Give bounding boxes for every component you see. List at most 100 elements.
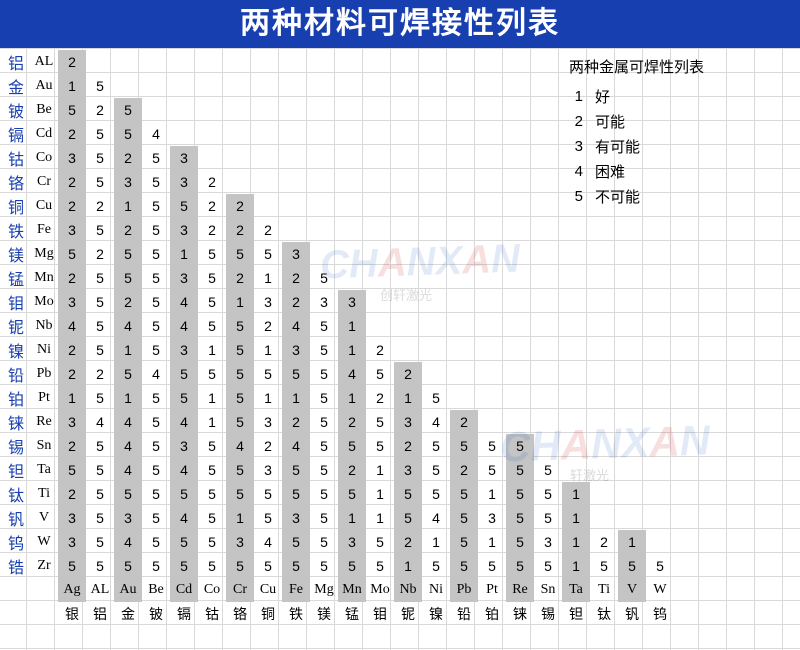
matrix-cell: 5 (58, 554, 86, 578)
matrix-cell: 5 (282, 554, 310, 578)
matrix-cell: 1 (618, 530, 646, 554)
col-footer-cn: 铂 (478, 602, 506, 626)
matrix-cell: 5 (86, 290, 114, 314)
row-label-symbol: V (30, 506, 58, 530)
matrix-cell: 5 (198, 458, 226, 482)
matrix-cell: 1 (58, 386, 86, 410)
matrix-cell: 4 (114, 530, 142, 554)
matrix-cell: 5 (422, 434, 450, 458)
matrix-cell: 5 (86, 458, 114, 482)
col-footer-symbol: Sn (534, 578, 562, 602)
col-footer-symbol: Pb (450, 578, 478, 602)
watermark-sub-2: 轩激光 (570, 465, 609, 484)
col-footer-cn: 铍 (142, 602, 170, 626)
row-label-cn: 钼 (2, 290, 30, 314)
matrix-cell: 1 (394, 554, 422, 578)
header-title: 两种材料可焊接性列表 (0, 0, 800, 48)
matrix-cell: 5 (86, 506, 114, 530)
row-label-symbol: Cu (30, 194, 58, 218)
matrix-cell: 2 (226, 266, 254, 290)
matrix-cell: 5 (142, 338, 170, 362)
matrix-cell: 5 (198, 290, 226, 314)
matrix-cell: 5 (170, 194, 198, 218)
matrix-cell: 4 (170, 506, 198, 530)
row-label-cn: 铁 (2, 218, 30, 242)
matrix-cell: 5 (114, 554, 142, 578)
watermark-sub-1: 创轩激光 (380, 285, 432, 304)
col-footer-symbol: Fe (282, 578, 310, 602)
matrix-cell: 5 (310, 266, 338, 290)
matrix-cell: 2 (226, 194, 254, 218)
row-label-cn: 铂 (2, 386, 30, 410)
matrix-cell: 4 (170, 458, 198, 482)
col-footer-symbol: AL (86, 578, 114, 602)
col-footer-cn: 铝 (86, 602, 114, 626)
matrix-cell: 3 (170, 170, 198, 194)
matrix-cell: 1 (422, 530, 450, 554)
matrix-cell: 3 (394, 410, 422, 434)
matrix-cell: 5 (394, 482, 422, 506)
matrix-cell: 2 (114, 290, 142, 314)
matrix-cell: 5 (226, 458, 254, 482)
matrix-cell: 1 (478, 530, 506, 554)
legend-num: 3 (571, 135, 593, 158)
row-label-symbol: Ti (30, 482, 58, 506)
col-footer-cn: 金 (114, 602, 142, 626)
matrix-cell: 3 (58, 530, 86, 554)
matrix-cell: 5 (534, 554, 562, 578)
row-label-cn: 钛 (2, 482, 30, 506)
matrix-cell: 5 (142, 146, 170, 170)
matrix-cell: 5 (86, 482, 114, 506)
matrix-cell: 5 (226, 242, 254, 266)
matrix-cell: 5 (366, 434, 394, 458)
col-footer-symbol: Co (198, 578, 226, 602)
matrix-cell: 2 (366, 338, 394, 362)
matrix-cell: 4 (282, 314, 310, 338)
matrix-cell: 5 (226, 362, 254, 386)
matrix-cell: 5 (86, 122, 114, 146)
matrix-cell: 1 (562, 554, 590, 578)
row-label-symbol: Pb (30, 362, 58, 386)
legend-text: 可能 (595, 110, 650, 133)
matrix-cell: 5 (114, 362, 142, 386)
matrix-cell: 4 (338, 362, 366, 386)
col-footer-cn: 钛 (590, 602, 618, 626)
matrix-cell: 5 (86, 530, 114, 554)
matrix-cell: 2 (58, 170, 86, 194)
matrix-cell: 3 (58, 506, 86, 530)
row-label-symbol: Mo (30, 290, 58, 314)
row-label-cn: 铜 (2, 194, 30, 218)
matrix-cell: 2 (114, 146, 142, 170)
matrix-cell: 1 (338, 338, 366, 362)
matrix-cell: 3 (58, 146, 86, 170)
row-label-cn: 钽 (2, 458, 30, 482)
matrix-cell: 3 (58, 290, 86, 314)
matrix-cell: 4 (86, 410, 114, 434)
matrix-cell: 5 (310, 554, 338, 578)
matrix-cell: 4 (422, 506, 450, 530)
col-footer-symbol: Mo (366, 578, 394, 602)
col-footer-cn: 钽 (562, 602, 590, 626)
col-footer-cn: 铌 (394, 602, 422, 626)
matrix-cell: 5 (142, 314, 170, 338)
col-footer-cn: 镍 (422, 602, 450, 626)
matrix-cell: 5 (142, 506, 170, 530)
matrix-cell: 5 (198, 506, 226, 530)
matrix-cell: 2 (86, 242, 114, 266)
matrix-cell: 5 (590, 554, 618, 578)
matrix-cell: 5 (310, 410, 338, 434)
matrix-cell: 2 (282, 266, 310, 290)
matrix-cell: 5 (58, 242, 86, 266)
matrix-cell: 5 (86, 170, 114, 194)
matrix-cell: 3 (58, 410, 86, 434)
matrix-cell: 1 (394, 386, 422, 410)
matrix-cell: 5 (366, 362, 394, 386)
matrix-cell: 5 (310, 338, 338, 362)
matrix-cell: 2 (338, 458, 366, 482)
row-label-cn: 镉 (2, 122, 30, 146)
matrix-cell: 4 (114, 434, 142, 458)
matrix-cell: 5 (254, 362, 282, 386)
matrix-cell: 2 (86, 362, 114, 386)
matrix-cell: 5 (310, 362, 338, 386)
matrix-cell: 5 (506, 506, 534, 530)
